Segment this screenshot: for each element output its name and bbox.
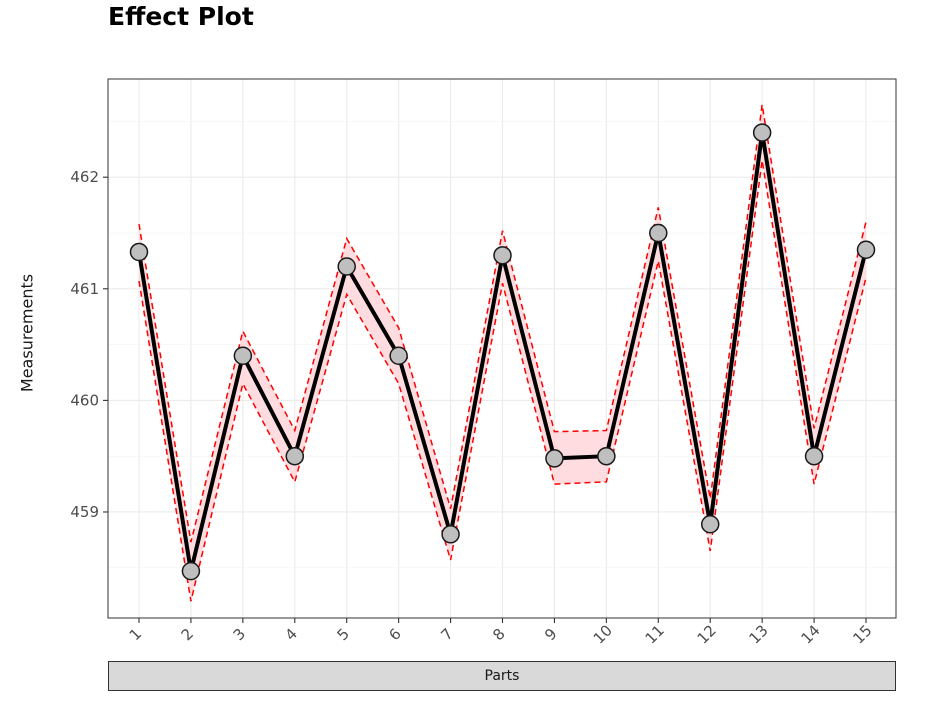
data-point: [337, 257, 356, 276]
data-point: [649, 223, 668, 243]
data-point: [389, 346, 408, 366]
x-tick-label: 4: [282, 625, 301, 644]
x-tick-label: 2: [178, 625, 197, 644]
data-points: [129, 123, 876, 581]
x-tick-label: 14: [797, 621, 823, 647]
y-axis-label: Measurements: [17, 273, 37, 393]
upper-interval-line: [138, 104, 867, 543]
x-tick-label: 10: [590, 621, 616, 647]
data-point: [285, 446, 305, 466]
data-point: [597, 446, 616, 466]
y-tick-label: 461: [70, 280, 99, 298]
data-point: [752, 123, 772, 142]
chart-title: Effect Plot: [108, 2, 254, 31]
x-tick-label: 9: [541, 625, 560, 644]
data-point: [804, 446, 824, 466]
y-axis: 459 460 461 462: [70, 168, 108, 521]
x-tick-label: 5: [333, 625, 352, 644]
data-point: [493, 246, 512, 265]
lower-interval-line: [138, 160, 867, 602]
data-point: [545, 449, 564, 468]
y-tick-label: 459: [70, 503, 99, 521]
data-point: [129, 242, 149, 262]
y-tick-label: 462: [70, 168, 99, 186]
x-axis: 1 2 3 4 5 6 7 8 9 10 11 12 13 14 15: [126, 618, 876, 648]
confidence-band: [138, 104, 867, 602]
data-point: [700, 515, 720, 534]
data-point: [856, 240, 876, 259]
x-tick-label: 3: [230, 625, 249, 644]
facet-strip: Parts: [108, 661, 896, 691]
x-tick-label: 12: [694, 621, 720, 647]
data-point: [441, 525, 460, 544]
grid-lines: [108, 79, 896, 618]
data-point: [233, 346, 253, 366]
x-tick-label: 1: [126, 625, 145, 644]
x-tick-label: 8: [489, 625, 508, 644]
x-tick-label: 7: [437, 625, 456, 644]
x-tick-label: 11: [642, 621, 668, 647]
x-tick-label: 13: [745, 621, 771, 647]
x-tick-label: 15: [849, 621, 875, 647]
data-point: [181, 561, 201, 581]
y-tick-label: 460: [70, 391, 99, 409]
x-tick-label: 6: [385, 625, 404, 644]
x-axis-label: Parts: [484, 668, 520, 684]
